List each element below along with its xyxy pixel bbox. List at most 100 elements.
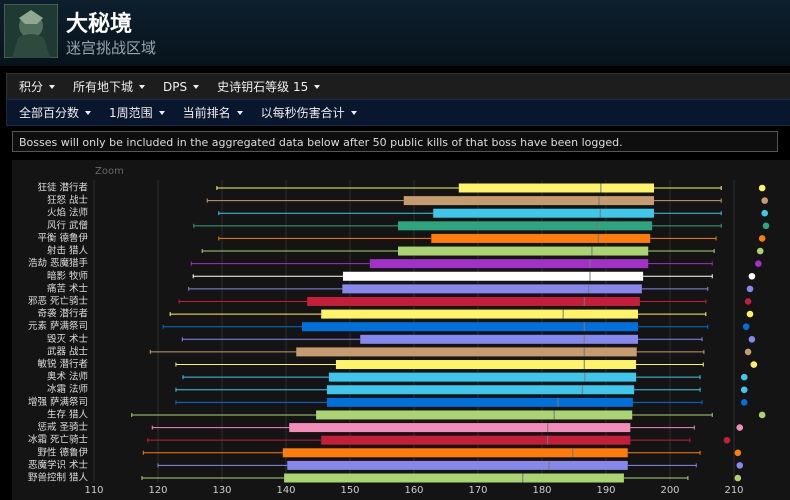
box [307, 296, 640, 306]
outlier-point [744, 348, 752, 356]
dropdown-caret [49, 84, 56, 89]
filter-dropdown-text: 全部百分数 [19, 106, 80, 120]
box [284, 473, 624, 483]
filter-dropdown[interactable]: 全部百分数 [19, 104, 92, 121]
box [326, 397, 633, 407]
box [302, 322, 638, 332]
outlier-point [740, 386, 748, 394]
outlier-point [744, 298, 752, 305]
outlier-point [723, 436, 731, 444]
dropdown-caret [314, 84, 321, 89]
outlier-point [758, 235, 766, 242]
page-subtitle: 迷宫挑战区域 [66, 39, 157, 57]
y-tick-label: 狂怒 战士 [47, 194, 89, 206]
y-tick-label: 敏锐 潜行者 [37, 358, 88, 370]
y-tick-label: 暗影 牧师 [47, 270, 88, 282]
menu-dropdown[interactable]: DPS [163, 79, 200, 94]
outlier-point [736, 424, 744, 431]
box [321, 309, 638, 319]
box [433, 208, 654, 218]
filter-dropdown-text: 1周范围 [109, 106, 153, 120]
outlier-point [758, 184, 766, 192]
filter-dropdown-text: 以每秒伤害合计 [260, 106, 345, 120]
y-tick-label: 恶魔学识 术士 [28, 459, 89, 471]
filter-dropdown[interactable]: 1周范围 [109, 104, 165, 121]
chart: Zoom 110 120 130 140 150 160 170 180 190 200 210 狂徒… [12, 160, 790, 500]
filter-dropdown[interactable]: 以每秒伤害合计 [261, 104, 357, 121]
y-tick-label: 射击 猎人 [47, 245, 89, 257]
menu-dropdown-text: 积分 [19, 80, 44, 94]
box [296, 347, 637, 357]
menu-dropdown-text: DPS [163, 79, 188, 94]
box [321, 435, 631, 445]
x-tick-label: 130 [212, 485, 231, 496]
outlier-point [761, 197, 769, 204]
outlier-point [762, 222, 770, 230]
y-tick-label: 武器 战士 [47, 345, 89, 357]
menu-dropdown[interactable]: 所有地下城 [73, 78, 146, 95]
box [398, 221, 653, 231]
x-tick-label: 110 [84, 485, 103, 496]
y-tick-label: 野兽控制 猎人 [28, 472, 89, 484]
x-tick-label: 150 [340, 485, 359, 496]
y-tick-label: 狂徒 潜行者 [37, 182, 88, 194]
outlier-point [736, 462, 744, 469]
menu-bar: 积分 所有地下城 DPS 史诗钥石等级 15 [6, 73, 790, 100]
x-tick-label: 180 [532, 485, 551, 496]
box [342, 271, 644, 281]
filter-dropdown-text: 当前排名 [182, 106, 231, 120]
y-tick-label: 冰霜 法师 [47, 383, 88, 395]
menu-dropdown-text: 史诗钥石等级 15 [217, 80, 309, 94]
y-tick-label: 野性 德鲁伊 [37, 446, 88, 458]
x-tick-label: 120 [148, 485, 167, 496]
y-tick-label: 生存 猎人 [47, 408, 89, 420]
notice: Bosses will only be included in the aggr… [12, 131, 778, 152]
y-tick-label: 增强 萨满祭司 [28, 396, 88, 408]
filter-bar: 全部百分数 1周范围 当前排名 以每秒伤害合计 [6, 99, 790, 126]
x-tick-label: 210 [724, 485, 743, 496]
menu-dropdown[interactable]: 积分 [19, 78, 56, 95]
box [287, 460, 628, 470]
box [328, 372, 637, 382]
y-tick-label: 奥术 法师 [47, 371, 88, 383]
y-tick-label: 奇袭 潜行者 [37, 308, 88, 320]
dropdown-caret [85, 110, 92, 115]
x-tick-label: 140 [276, 485, 295, 496]
y-tick-label: 惩戒 圣骑士 [37, 421, 88, 433]
box [316, 410, 633, 420]
filter-dropdown[interactable]: 当前排名 [183, 104, 243, 121]
header: 大秘境 迷宫挑战区域 [0, 0, 790, 66]
box [398, 246, 649, 256]
y-tick-label: 毁灭 术士 [47, 333, 89, 345]
dropdown-caret [350, 110, 357, 115]
y-tick-label: 邪恶 死亡骑士 [28, 295, 89, 307]
box [369, 259, 649, 269]
outlier-point [748, 272, 756, 280]
outlier-point [746, 285, 754, 293]
x-tick-label: 190 [596, 485, 615, 496]
outlier-point [734, 474, 742, 482]
x-tick-label: 160 [404, 485, 423, 496]
menu-dropdown[interactable]: 史诗钥石等级 15 [217, 78, 321, 95]
y-tick-label: 浩劫 恶魔猎手 [28, 257, 89, 269]
outlier-point [756, 247, 764, 255]
outlier-point [740, 373, 748, 381]
y-tick-label: 风行 武僧 [47, 219, 88, 231]
outlier-point [758, 411, 766, 419]
outlier-point [742, 323, 750, 330]
outlier-point [750, 361, 758, 368]
box [342, 284, 642, 294]
y-tick-label: 火焰 法师 [47, 207, 88, 219]
y-tick-label: 平衡 德鲁伊 [37, 232, 88, 244]
box [458, 183, 654, 193]
outlier-point [746, 310, 754, 318]
box [431, 233, 651, 243]
y-tick-label: 冰霜 死亡骑士 [28, 434, 89, 446]
box [403, 196, 654, 206]
y-tick-label: 元素 萨满祭司 [28, 320, 88, 332]
y-tick-label: 痛苦 术士 [47, 282, 89, 294]
dropdown-caret [193, 84, 200, 89]
outlier-point [740, 399, 748, 406]
page-title: 大秘境 [66, 12, 133, 37]
